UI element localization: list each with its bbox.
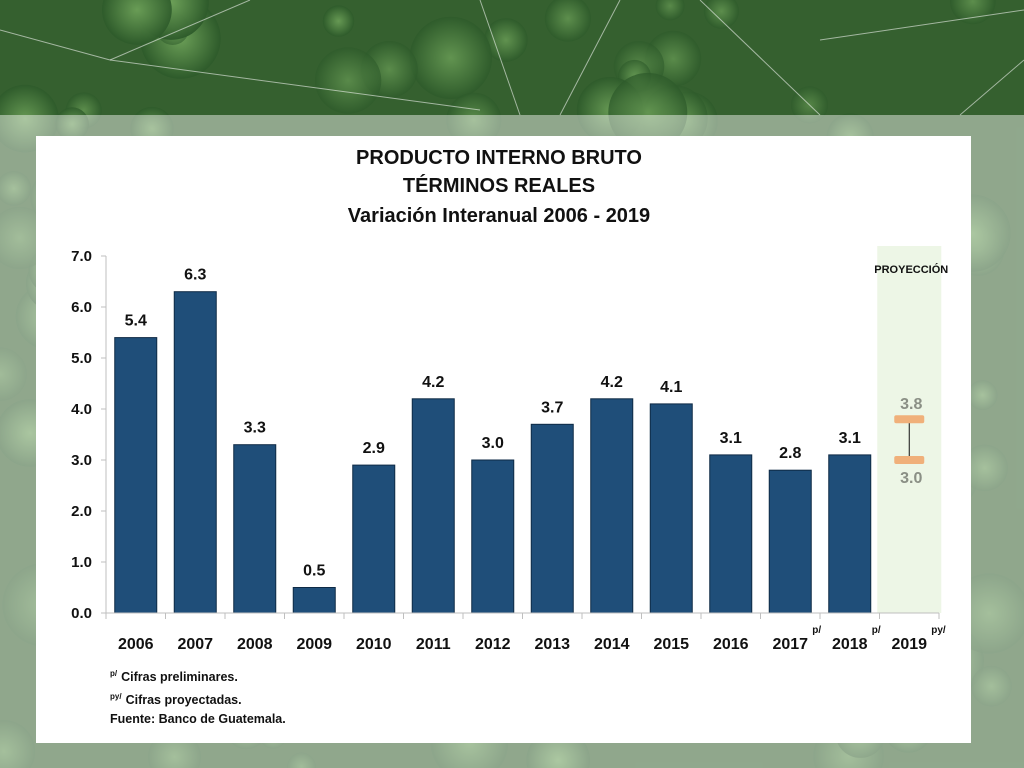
tree-canopy (0, 720, 36, 768)
bar-value-label: 5.4 (125, 313, 147, 330)
x-tick-label: 2016 (713, 636, 749, 653)
x-tick-label: 2018 (832, 636, 868, 653)
x-tick-label: 2006 (118, 636, 154, 653)
projection-high-label: 3.8 (900, 396, 922, 413)
x-tick-marker: py/ (931, 625, 946, 636)
bar-value-label: 3.1 (720, 430, 742, 447)
bar-series: 5.4 6.3 3.3 0.5 2.9 4.2 3.0 3.7 4.2 4.1 3.1 2.8 3.1 (114, 267, 872, 614)
bar-2008 (233, 444, 277, 614)
tree-canopy (544, 0, 591, 42)
x-tick-label: 2012 (475, 636, 511, 653)
bar-value-label: 3.0 (482, 435, 504, 452)
tree-canopy (0, 84, 59, 153)
tree-canopy (961, 444, 1008, 492)
projection-high-marker (894, 415, 925, 424)
x-tick-label: 2017 (772, 636, 808, 653)
bar-value-label: 4.2 (601, 374, 623, 391)
tree-canopy (322, 5, 355, 37)
x-tick-label: 2008 (237, 636, 273, 653)
tree-canopy (0, 171, 32, 206)
projection-label: PROYECCIÓN (874, 263, 948, 276)
tree-canopy (55, 107, 89, 141)
gdp-bar-chart: PROYECCIÓN PRODUCTO INTERNO BRUTO TÉRMIN… (71, 147, 948, 653)
note-projected: py/Cifras proyectadas. (110, 687, 286, 710)
note-preliminary-marker: p/ (110, 669, 118, 678)
tree-canopy (287, 752, 316, 768)
projection-low-marker (894, 456, 925, 464)
bar-2015 (649, 403, 693, 614)
bar-2010 (352, 464, 396, 614)
x-tick-label: 2009 (296, 636, 332, 653)
x-tick-label: 2007 (177, 636, 213, 653)
chart-title-line-2: TÉRMINOS REALES (403, 174, 595, 197)
tree-canopy (102, 0, 172, 45)
tree-canopy (655, 0, 685, 21)
y-tick-label: 2.0 (71, 503, 92, 520)
bar-2013 (530, 423, 574, 614)
tree-canopy (703, 0, 739, 29)
tree-canopy (971, 665, 1012, 707)
bar-value-label: 3.3 (244, 420, 266, 437)
tree-canopy (446, 92, 502, 148)
x-tick-label: 2010 (356, 636, 392, 653)
bar-2009 (292, 587, 336, 614)
projection-low-label: 3.0 (900, 470, 922, 487)
bar-2012 (471, 459, 515, 614)
bar-2014 (590, 398, 634, 614)
y-tick-label: 6.0 (71, 299, 92, 316)
chart-notes: p/Cifras preliminares. py/Cifras proyect… (110, 664, 286, 729)
x-tick-marker: p/ (872, 625, 881, 636)
bar-value-label: 3.1 (839, 430, 861, 447)
note-projected-marker: py/ (110, 692, 122, 701)
bar-2011 (411, 398, 455, 614)
tree-canopy (608, 72, 688, 152)
y-tick-label: 4.0 (71, 401, 92, 418)
chart-title-line-3: Variación Interanual 2006 - 2019 (348, 205, 650, 227)
note-preliminary: p/Cifras preliminares. (110, 664, 286, 687)
bar-value-label: 0.5 (303, 563, 325, 580)
tree-canopy (967, 380, 998, 411)
y-axis: 7.0 6.0 5.0 4.0 3.0 2.0 1.0 0.0 (71, 248, 107, 622)
x-tick-label: 2015 (653, 636, 689, 653)
note-source: Fuente: Banco de Guatemala. (110, 712, 286, 726)
tree-canopy (409, 16, 492, 100)
bar-value-label: 2.9 (363, 440, 385, 457)
x-tick-label: 2011 (416, 636, 451, 653)
x-tick-label: 2014 (594, 636, 630, 653)
bar-value-label: 6.3 (184, 267, 206, 284)
bar-value-label: 4.1 (660, 379, 682, 396)
projection-range: 3.8 3.0 (894, 396, 925, 487)
note-projected-text: Cifras proyectadas. (125, 693, 242, 707)
x-axis: 2006 2007 2008 2009 2010 2011 2012 2013 2014 2015… (105, 612, 946, 653)
y-tick-label: 5.0 (71, 350, 92, 367)
tree-canopy (950, 0, 996, 25)
chart-title-line-1: PRODUCTO INTERNO BRUTO (356, 147, 642, 169)
tree-canopy (484, 18, 528, 62)
bar-2007 (173, 291, 217, 614)
x-tick-label: 2013 (534, 636, 570, 653)
bar-value-label: 4.2 (422, 374, 444, 391)
tree-canopy (314, 47, 382, 114)
x-tick-marker: p/ (812, 625, 821, 636)
bar-2018 (828, 454, 872, 614)
bar-value-label: 2.8 (779, 445, 801, 462)
bar-2017 (768, 469, 812, 614)
y-tick-label: 3.0 (71, 452, 92, 469)
tree-canopy (0, 347, 27, 401)
y-tick-label: 0.0 (71, 605, 92, 622)
note-preliminary-text: Cifras preliminares. (121, 670, 238, 684)
chart-card: PROYECCIÓN PRODUCTO INTERNO BRUTO TÉRMIN… (36, 136, 971, 743)
x-tick-label: 2019 (891, 636, 927, 653)
bar-2016 (709, 454, 753, 614)
y-tick-label: 7.0 (71, 248, 92, 265)
y-tick-label: 1.0 (71, 554, 92, 571)
bar-value-label: 3.7 (541, 399, 563, 416)
bar-2006 (114, 337, 158, 614)
